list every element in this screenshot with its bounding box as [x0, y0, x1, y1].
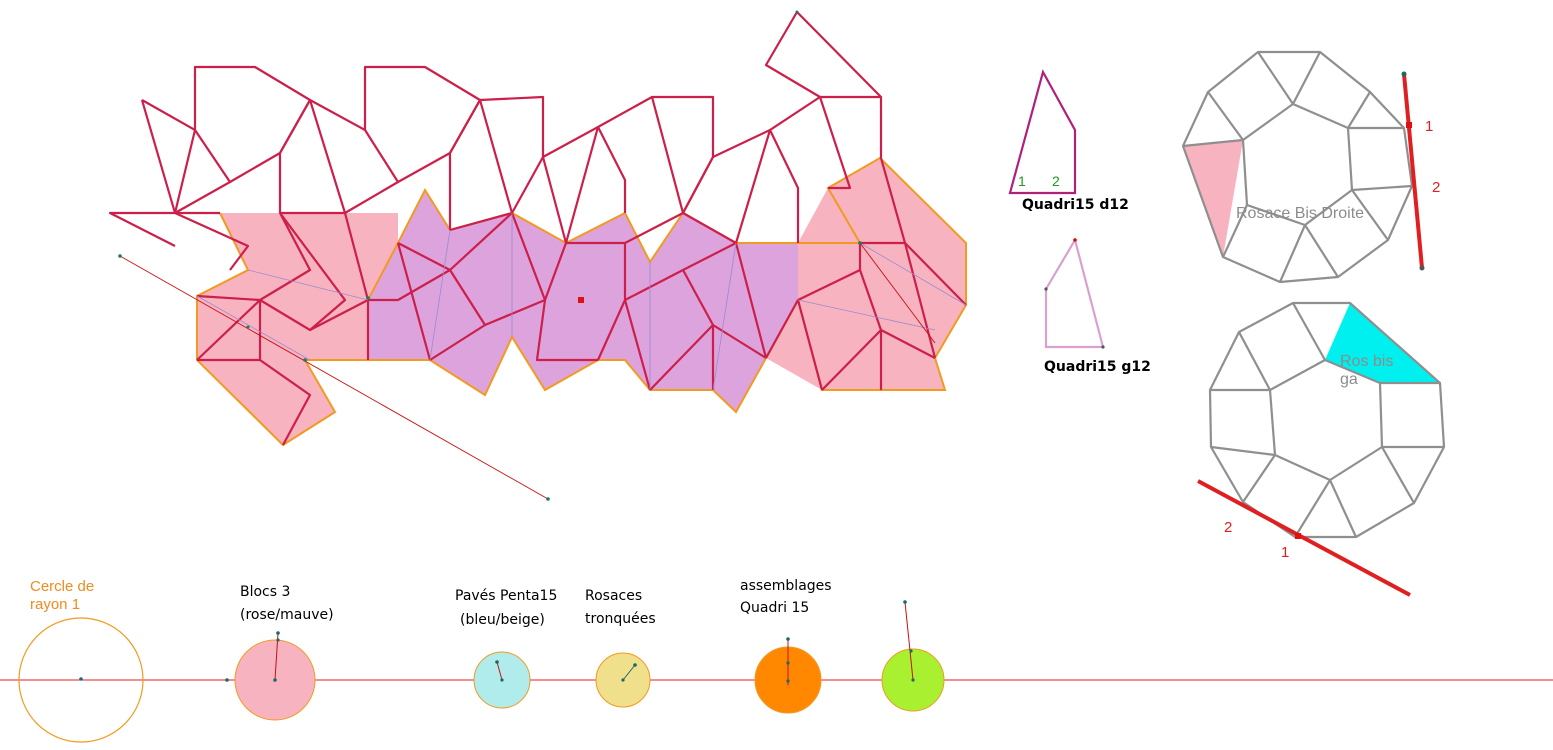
cercle-label-line1: Cercle de — [30, 578, 94, 595]
slider-paves[interactable] — [473, 651, 531, 709]
quadri-d12-number-1: 1 — [1018, 173, 1026, 189]
blocs3-label-line1: Blocs 3 — [240, 584, 290, 600]
rosaces-label-line2: tronquées — [585, 611, 656, 627]
rosace-gauche-label-2: ga — [1340, 371, 1358, 388]
crimson-edges — [108, 10, 967, 446]
assemblages-label-line2: Quadri 15 — [740, 600, 809, 616]
quadri-d12-label: Quadri15 d12 — [1022, 197, 1129, 213]
red-construction-lines — [119, 242, 936, 500]
slider-assemblages[interactable] — [754, 637, 822, 714]
rosace-droite-label: Rosace Bis Droite — [1236, 205, 1364, 222]
rosace-gauche-label-1: Ros bis — [1340, 353, 1393, 370]
red-cut-line-bottom[interactable] — [1197, 479, 1411, 597]
rosace-bis-droite: Rosace Bis Droite 1 2 — [1181, 50, 1440, 284]
slider-green[interactable] — [881, 600, 945, 712]
quadri-d12-number-2: 2 — [1052, 173, 1060, 189]
quadri-g12-shape[interactable] — [1044, 237, 1105, 349]
auxiliary-lines — [196, 213, 967, 391]
bottom-number-1: 1 — [1281, 544, 1289, 561]
top-number-2: 2 — [1432, 179, 1440, 196]
blocs3-label-line2: (rose/mauve) — [240, 607, 334, 623]
rosaces-label-line1: Rosaces — [585, 588, 642, 604]
rosace-bis-gauche: Ros bis ga 2 1 — [1197, 301, 1446, 597]
slider-rosaces[interactable] — [595, 652, 651, 708]
quadri-d12-shape[interactable]: 1 2 — [1008, 69, 1077, 195]
tessellation-points — [118, 10, 862, 501]
slider-cercle[interactable] — [18, 617, 144, 743]
paves-label-line2: (bleu/beige) — [460, 612, 545, 628]
red-cut-line-top[interactable] — [1402, 73, 1424, 269]
top-number-1: 1 — [1425, 118, 1433, 135]
tessellation — [108, 10, 967, 501]
paves-label-line1: Pavés Penta15 — [455, 588, 557, 604]
center-point[interactable] — [578, 297, 584, 303]
quadri-g12-label: Quadri15 g12 — [1044, 359, 1151, 375]
cercle-label-line2: rayon 1 — [30, 596, 80, 613]
slider-blocs3[interactable] — [225, 631, 316, 721]
assemblages-label-line1: assemblages — [740, 578, 832, 594]
bottom-number-2: 2 — [1224, 519, 1232, 536]
